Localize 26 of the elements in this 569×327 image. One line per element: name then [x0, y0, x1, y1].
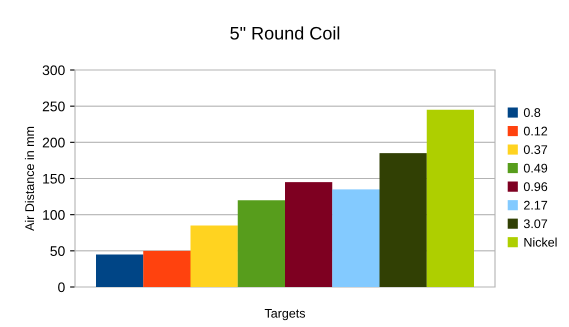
- chart-title: 5" Round Coil: [230, 26, 340, 40]
- y-tick-label: 100: [43, 210, 65, 220]
- y-tick-label: 250: [42, 102, 65, 112]
- legend-label: 0.12: [524, 126, 548, 136]
- legend-label: 0.8: [524, 108, 540, 118]
- bar: [238, 200, 285, 287]
- bar: [96, 254, 144, 287]
- legend-label: 0.96: [524, 182, 548, 192]
- legend-label: 0.37: [524, 145, 548, 154]
- bar: [332, 189, 380, 287]
- bar: [380, 153, 427, 287]
- y-tick-label: 50: [50, 246, 65, 256]
- x-axis-title: Targets: [264, 308, 306, 320]
- y-tick-label: 150: [43, 174, 65, 184]
- y-tick-label: 300: [42, 65, 65, 76]
- y-tick-label: 0: [58, 282, 65, 292]
- y-axis-title: Air Distance in mm: [24, 126, 34, 231]
- bar: [143, 250, 190, 287]
- bar: [190, 226, 238, 287]
- bar: [285, 182, 332, 287]
- legend-label: Nickel: [524, 238, 557, 247]
- y-tick-label: 200: [42, 138, 65, 148]
- bar: [426, 110, 474, 287]
- legend-label: 0.49: [524, 164, 548, 173]
- legend-label: 3.07: [524, 219, 548, 228]
- legend-label: 2.17: [524, 200, 548, 210]
